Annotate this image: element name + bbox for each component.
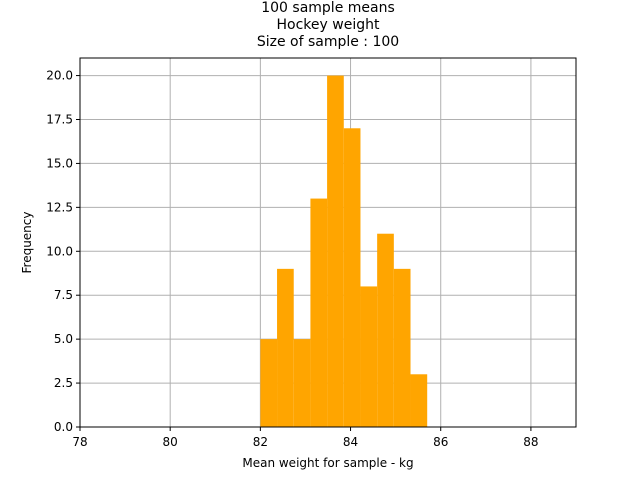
x-tick-label: 82 (253, 435, 268, 449)
chart-title-line-1: 100 sample means (261, 0, 395, 16)
y-tick-label: 5.0 (54, 332, 73, 346)
y-tick-label: 15.0 (46, 156, 73, 170)
histogram-bar (277, 268, 294, 427)
histogram-bars (260, 75, 428, 428)
y-tick-label: 0.0 (54, 420, 73, 434)
y-tick-label: 20.0 (46, 69, 73, 83)
y-tick-label: 7.5 (54, 288, 73, 302)
chart-title-line-3: Size of sample : 100 (256, 34, 400, 50)
histogram-bar (343, 128, 361, 428)
x-tick-label: 80 (163, 435, 178, 449)
histogram-bar (410, 374, 428, 427)
x-axis-label: Mean weight for sample - kg (242, 456, 413, 470)
chart-title-line-2: Hockey weight (276, 17, 380, 33)
x-tick-label: 78 (72, 435, 87, 449)
y-tick-label: 10.0 (46, 244, 73, 258)
histogram-bar (393, 268, 411, 427)
y-tick-label: 2.5 (54, 376, 73, 390)
histogram-bar (310, 198, 328, 427)
plot-frame (79, 57, 577, 428)
histogram-bar (377, 233, 394, 427)
y-tick-label: 17.5 (46, 113, 73, 127)
histogram-bar (260, 339, 278, 427)
histogram-bar (327, 75, 344, 428)
y-tick-label: 12.5 (46, 200, 73, 214)
histogram-bar (293, 339, 311, 427)
x-tick-label: 84 (343, 435, 358, 449)
x-tick-label: 88 (523, 435, 538, 449)
y-axis-label: Frequency (20, 212, 34, 274)
x-axis-ticks: 78 80 82 84 86 88 (72, 427, 539, 449)
x-tick-label: 86 (433, 435, 448, 449)
y-axis-ticks: 0.0 2.5 5.0 7.5 10.0 12.5 15.0 17.5 20.0 (46, 69, 80, 434)
histogram-bar (360, 286, 378, 427)
